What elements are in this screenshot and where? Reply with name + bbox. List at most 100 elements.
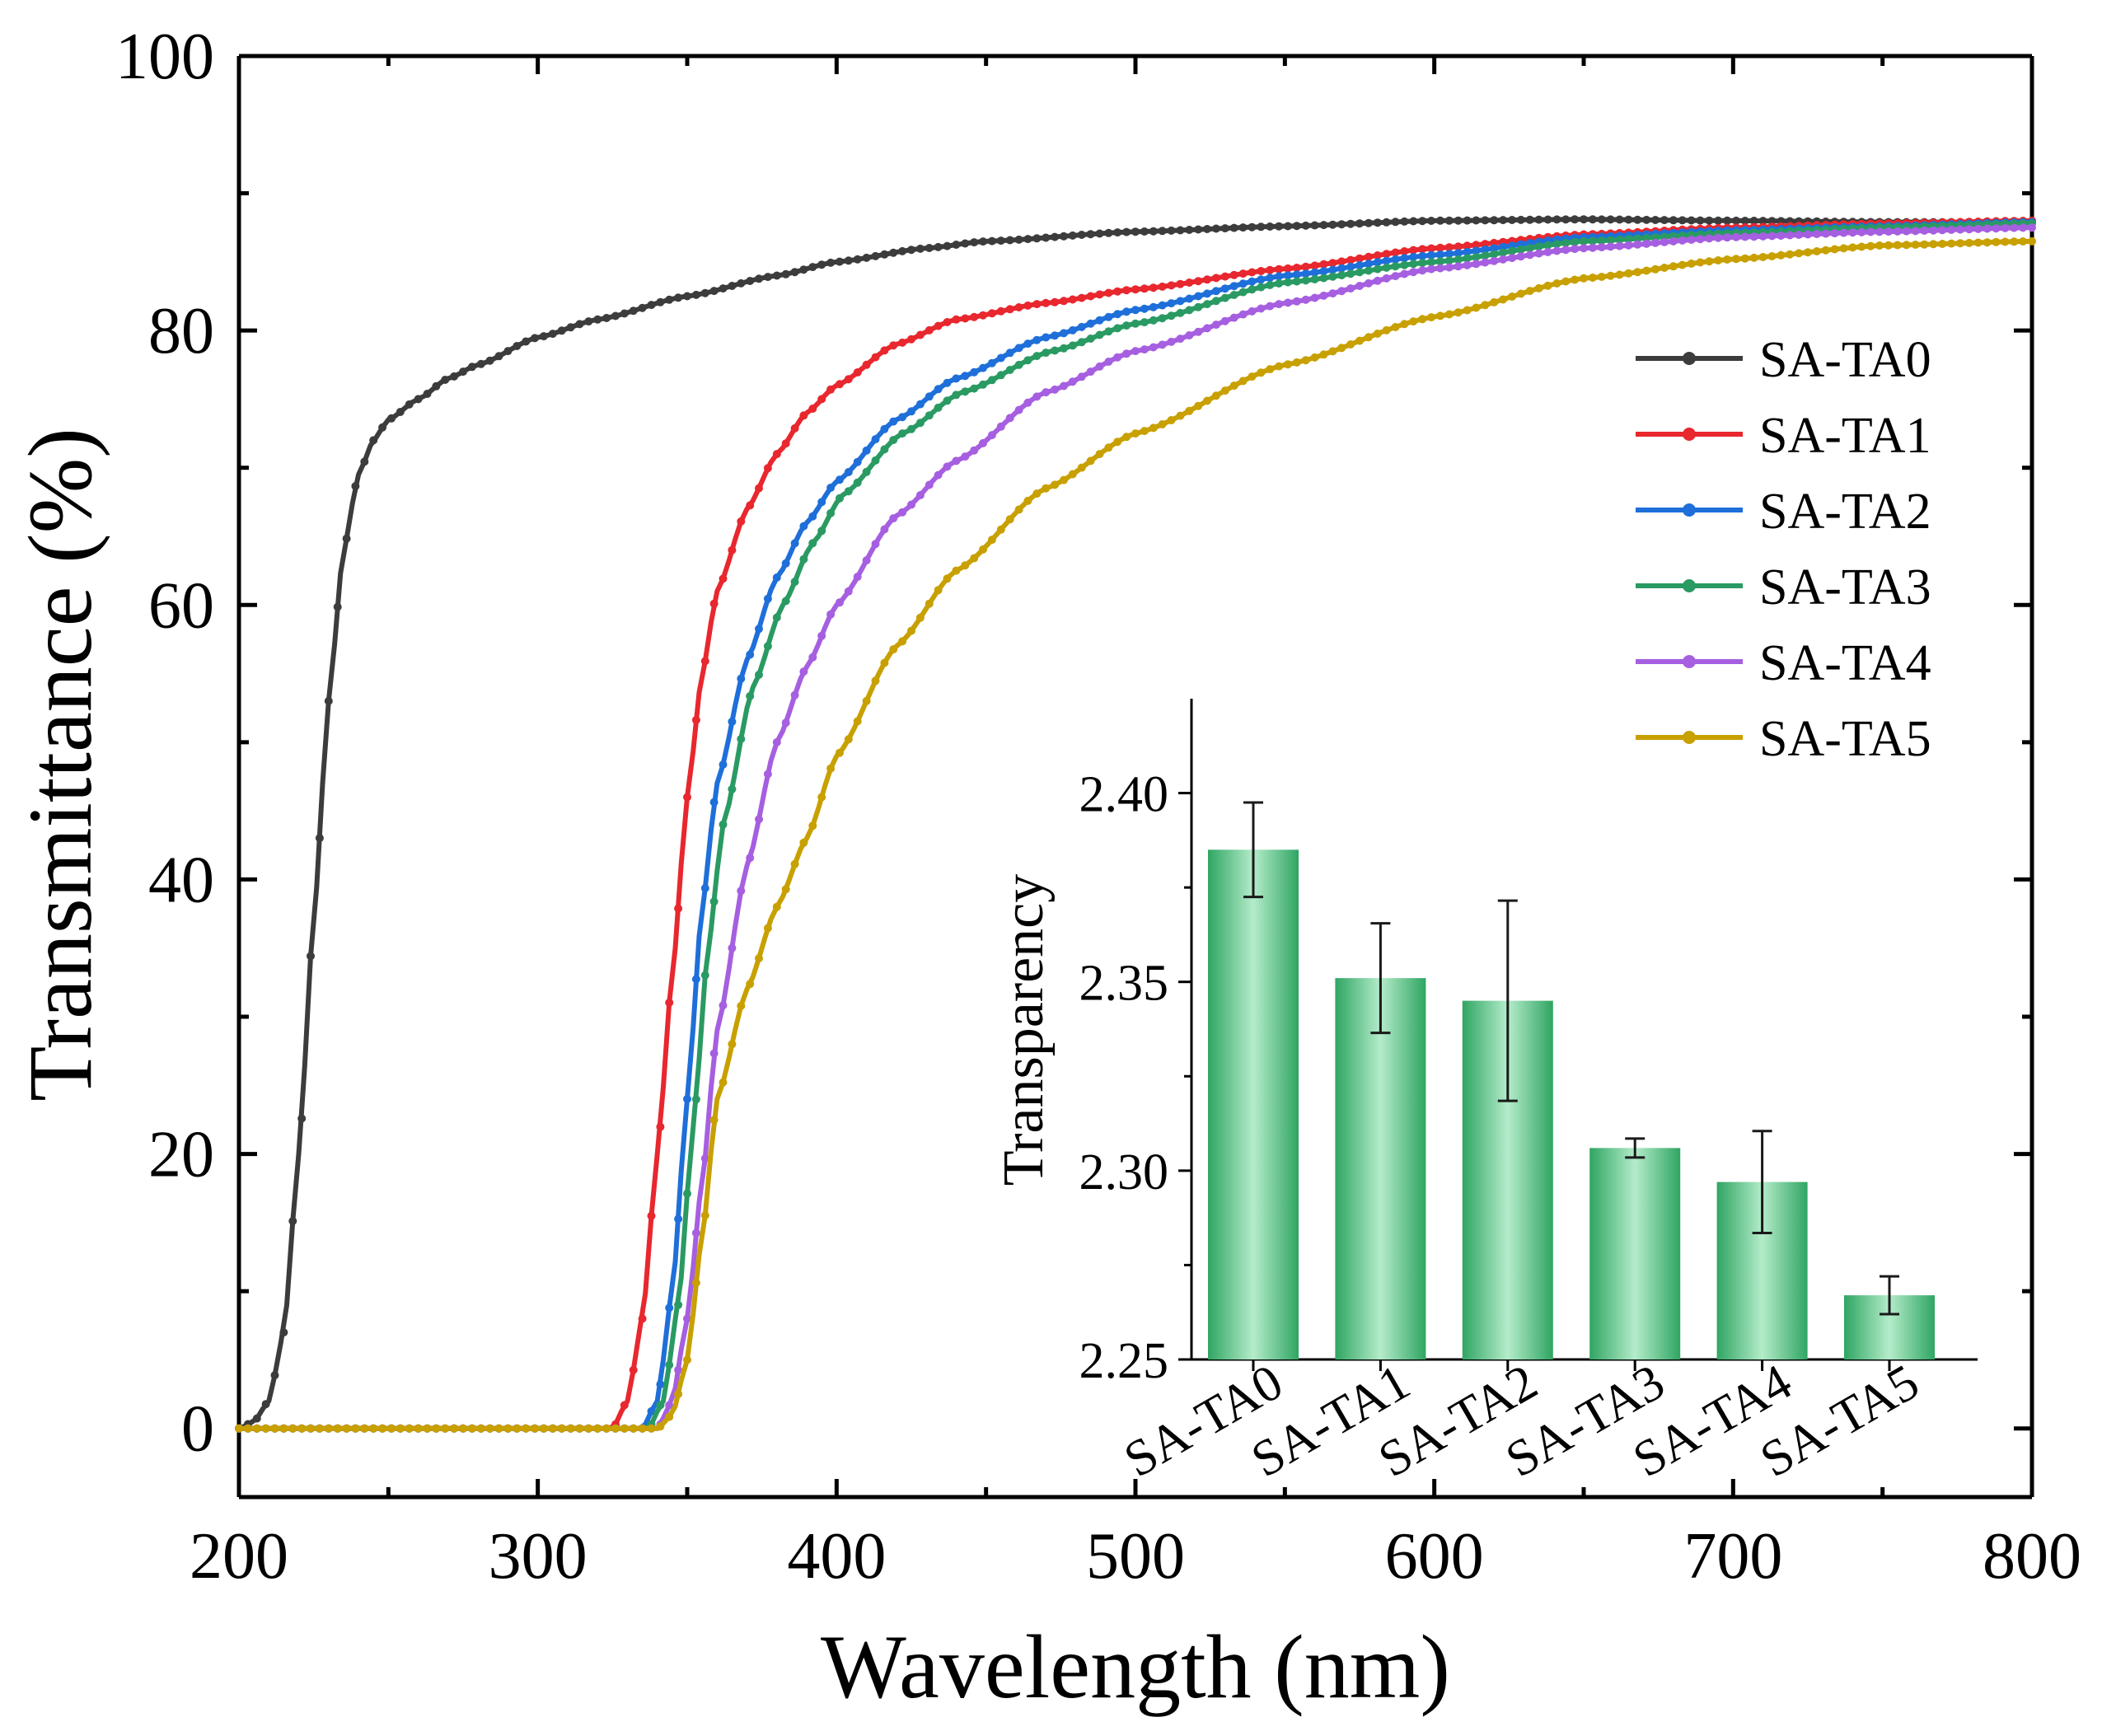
series-point [1525, 250, 1534, 260]
series-point [772, 613, 781, 622]
series-point [691, 1095, 700, 1104]
series-point [1552, 215, 1561, 224]
series-point [1229, 381, 1238, 391]
series-point [1767, 232, 1777, 241]
series-point [1571, 215, 1580, 224]
series-point [1534, 249, 1543, 258]
series-point [539, 1424, 548, 1433]
series-point [790, 578, 799, 587]
series-point [799, 554, 808, 564]
series-point [1516, 215, 1525, 224]
series-point [1051, 232, 1060, 241]
series-point [817, 793, 826, 802]
y-tick-label: 80 [148, 295, 214, 367]
series-point [728, 545, 737, 554]
series-point [1077, 293, 1086, 302]
series-point [1588, 236, 1597, 246]
series-point [414, 395, 423, 404]
series-point [1238, 377, 1248, 386]
series-point [970, 384, 979, 393]
series-point [836, 598, 844, 607]
series-point [1660, 264, 1669, 272]
series-point [1220, 224, 1229, 233]
series-point [709, 287, 719, 296]
x-tick-label: 200 [190, 1520, 288, 1593]
series-point [1633, 268, 1642, 277]
series-point [1499, 295, 1508, 304]
series-point [1140, 284, 1149, 293]
series-point [970, 312, 979, 321]
series-point [898, 246, 907, 255]
series-point [1005, 236, 1014, 245]
series-point [691, 715, 700, 724]
series-point [1077, 322, 1086, 331]
series-point [772, 573, 781, 582]
series-point [1481, 258, 1490, 267]
series-point [548, 330, 557, 339]
series-point [755, 484, 763, 493]
series-point [1346, 262, 1355, 271]
series-point [1149, 302, 1158, 311]
series-point [638, 1314, 647, 1323]
series-point [1391, 255, 1400, 264]
series-point [1095, 316, 1104, 325]
series-point [1902, 241, 1911, 250]
series-point [1983, 224, 1992, 233]
series-point [235, 1424, 243, 1433]
series-point [1705, 216, 1714, 225]
y-tick-label: 20 [148, 1119, 214, 1191]
series-point [1525, 244, 1534, 253]
series-point [1131, 306, 1140, 315]
series-point [836, 475, 844, 484]
series-point [907, 335, 915, 344]
series-point [700, 657, 709, 666]
series-point [1023, 301, 1032, 310]
legend-label: SA-TA3 [1759, 559, 1931, 615]
series-point [1615, 215, 1624, 224]
series-point [844, 375, 853, 384]
series-point [1104, 358, 1113, 366]
series-point [1014, 360, 1023, 369]
series-point [1284, 278, 1292, 287]
series-point [1373, 218, 1382, 227]
series-point [1669, 236, 1678, 246]
legend-item-sa-ta2: SA-TA2 [1636, 484, 1931, 540]
series-point [1211, 287, 1220, 296]
series-point [2001, 237, 2010, 246]
series-point [691, 1228, 700, 1238]
inset-y-axis-title: Transparency [992, 874, 1056, 1186]
series-point [1032, 300, 1042, 309]
series-point [1580, 244, 1588, 253]
series-point [826, 764, 836, 773]
series-point [1355, 219, 1364, 228]
series-point [889, 341, 898, 350]
series-point [1786, 250, 1795, 259]
series-point [1266, 302, 1275, 311]
series-point [1238, 223, 1248, 232]
series-point [1158, 420, 1167, 428]
series-point [1660, 237, 1669, 246]
series-point [996, 422, 1005, 431]
series-point [1615, 270, 1624, 279]
series-point [1740, 232, 1749, 241]
series-point [1211, 391, 1220, 400]
series-point [1257, 267, 1266, 275]
series-point [925, 480, 934, 489]
series-point [781, 597, 790, 606]
series-point [494, 1424, 503, 1433]
series-point [1220, 386, 1229, 395]
legend-item-sa-ta3: SA-TA3 [1636, 559, 1931, 615]
series-point [539, 332, 548, 341]
series-point [1463, 306, 1472, 315]
series-point [987, 431, 996, 440]
series-point [1042, 298, 1051, 307]
series-point [522, 337, 531, 346]
series-point [1373, 251, 1382, 260]
series-point [1391, 272, 1400, 281]
series-point [1319, 260, 1328, 269]
series-point [1042, 388, 1051, 397]
series-point [1444, 216, 1454, 225]
series-point [1337, 264, 1346, 273]
series-point [647, 1406, 656, 1415]
series-point [1140, 345, 1149, 354]
